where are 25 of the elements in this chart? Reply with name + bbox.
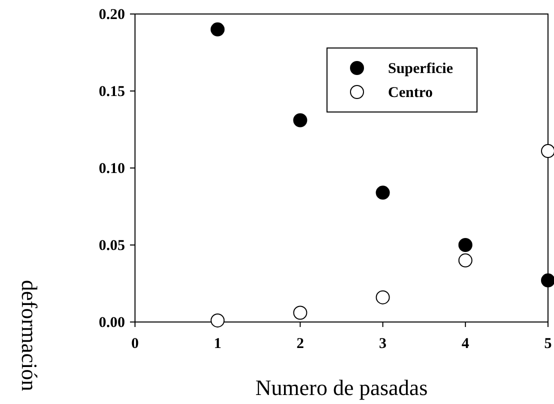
y-tick-label: 0.05: [98, 238, 125, 254]
point: [376, 290, 390, 304]
point: [210, 313, 225, 328]
point: [541, 273, 554, 288]
legend-label: Superficie: [388, 61, 454, 77]
x-axis-title: Numero de pasadas: [255, 375, 428, 400]
legend-label: Centro: [388, 85, 433, 101]
y-axis-title: deformación: [17, 280, 42, 392]
point: [458, 238, 472, 252]
point: [293, 306, 308, 320]
x-tick-label: 5: [544, 336, 552, 352]
point: [210, 22, 225, 36]
point: [376, 186, 390, 200]
x-tick-label: 0: [131, 336, 139, 352]
y-tick-label: 0.20: [98, 7, 125, 23]
x-tick-label: 3: [379, 336, 387, 352]
y-tick-label: 0.00: [98, 315, 125, 331]
y-tick-label: 0.15: [98, 84, 125, 100]
point: [541, 144, 554, 158]
x-tick-label: 1: [214, 336, 222, 352]
y-tick-label: 0.10: [98, 161, 125, 177]
point: [293, 113, 308, 128]
x-tick-label: 2: [296, 336, 304, 352]
point: [458, 253, 472, 268]
x-tick-label: 4: [462, 336, 470, 352]
